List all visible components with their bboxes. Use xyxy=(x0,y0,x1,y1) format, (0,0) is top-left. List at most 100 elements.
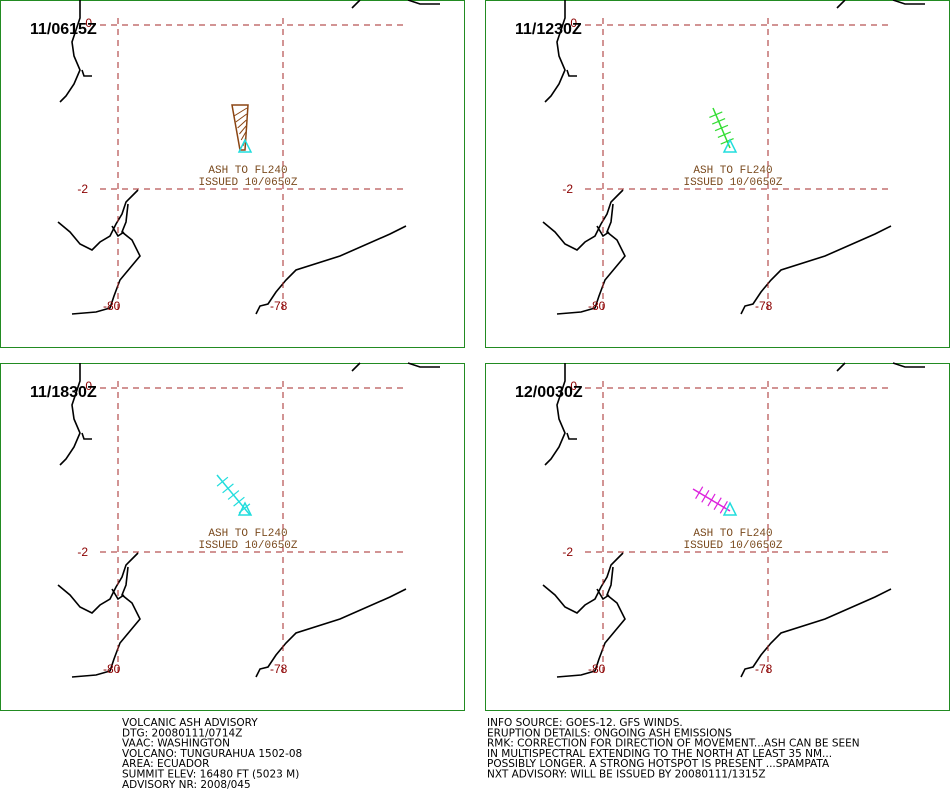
advisory-line: AREA: ECUADOR xyxy=(122,758,209,770)
lon-label: -80 xyxy=(588,662,606,676)
valid-time: 12/0030Z xyxy=(515,384,583,401)
ash-barb xyxy=(695,486,704,499)
ash-barb xyxy=(222,483,234,494)
coastline xyxy=(111,225,125,238)
coastline xyxy=(556,566,626,678)
lat-label: -2 xyxy=(77,545,88,559)
lat-label: 0 xyxy=(85,379,92,393)
lat-label: -2 xyxy=(562,545,573,559)
panel-border xyxy=(485,0,950,348)
coastline xyxy=(59,363,81,466)
ash-barb xyxy=(713,497,722,510)
advisory-line: SUMMIT ELEV: 16480 FT (5023 M) xyxy=(122,769,299,781)
lon-label: -80 xyxy=(103,662,121,676)
ash-barb xyxy=(233,496,245,507)
coastline xyxy=(351,362,361,372)
coastline xyxy=(596,225,610,238)
lat-label: -2 xyxy=(77,182,88,196)
coastline xyxy=(892,362,925,368)
coastline xyxy=(544,363,566,466)
coastline xyxy=(81,69,92,77)
ash-hatch xyxy=(235,113,247,123)
lon-label: -78 xyxy=(270,299,288,313)
ash-barb xyxy=(216,476,229,487)
lon-label: -78 xyxy=(755,299,773,313)
ash-area xyxy=(231,104,249,151)
ash-hatch xyxy=(239,125,247,135)
coastline xyxy=(740,225,892,315)
lat-label: -2 xyxy=(562,182,573,196)
coastline xyxy=(740,588,892,678)
issued-label: ISSUED 10/0650Z xyxy=(198,540,297,552)
volcano-marker xyxy=(237,501,253,516)
ash-barb xyxy=(227,490,240,500)
advisory-line: ADVISORY NR: 2008/045 xyxy=(122,779,251,791)
coastline xyxy=(351,0,361,9)
ash-label: ASH TO FL240 xyxy=(693,528,772,540)
coastline xyxy=(544,0,566,103)
coastline xyxy=(111,588,125,601)
ash-label: ASH TO FL240 xyxy=(693,165,772,177)
ash-label: ASH TO FL240 xyxy=(208,165,287,177)
ash-barb xyxy=(707,493,716,507)
coastline xyxy=(57,552,139,614)
lon-label: -80 xyxy=(103,299,121,313)
coastline xyxy=(596,588,610,601)
coastline xyxy=(892,0,925,5)
ash-hatch xyxy=(240,131,247,141)
ash-barb xyxy=(717,131,732,138)
lat-label: 0 xyxy=(570,16,577,30)
ash-hatch xyxy=(237,119,247,129)
lon-label: -78 xyxy=(755,662,773,676)
coastline xyxy=(255,588,407,678)
issued-label: ISSUED 10/0650Z xyxy=(198,177,297,189)
advisory-line: IN MULTISPECTRAL EXTENDING TO THE NORTH … xyxy=(487,748,832,760)
valid-time: 11/1230Z xyxy=(515,21,582,38)
ash-label: ASH TO FL240 xyxy=(208,528,287,540)
panel-border xyxy=(485,363,950,711)
advisory-line: VAAC: WASHINGTON xyxy=(122,738,230,750)
ash-barb xyxy=(720,138,734,145)
volcano-marker xyxy=(722,501,738,516)
ash-barb xyxy=(701,490,710,503)
advisory-line: ERUPTION DETAILS: ONGOING ASH EMISSIONS xyxy=(487,727,732,739)
advisory-line: INFO SOURCE: GOES-12. GFS WINDS. xyxy=(487,717,683,729)
coastline xyxy=(59,0,81,103)
lat-label: 0 xyxy=(85,16,92,30)
coastline xyxy=(255,225,407,315)
ash-barb xyxy=(711,118,726,125)
ash-barb xyxy=(719,501,728,514)
panel-border xyxy=(0,363,465,711)
coastline xyxy=(407,362,440,368)
lon-label: -78 xyxy=(270,662,288,676)
volcano-marker xyxy=(237,138,253,153)
advisory-line: POSSIBLY LONGER. A STRONG HOTSPOT IS PRE… xyxy=(487,758,830,770)
lat-label: 0 xyxy=(570,379,577,393)
coastline xyxy=(407,0,440,5)
coastline xyxy=(566,432,577,440)
issued-label: ISSUED 10/0650Z xyxy=(683,177,782,189)
coastline xyxy=(57,189,139,251)
ash-hatch xyxy=(233,107,248,117)
issued-label: ISSUED 10/0650Z xyxy=(683,540,782,552)
valid-time: 11/0615Z xyxy=(30,21,97,38)
coastline xyxy=(566,69,577,77)
advisory-line: DTG: 20080111/0714Z xyxy=(122,727,242,739)
coastline xyxy=(81,432,92,440)
panel-border xyxy=(0,0,465,348)
advisory-line: RMK: CORRECTION FOR DIRECTION OF MOVEMEN… xyxy=(487,738,860,750)
valid-time: 11/1830Z xyxy=(30,384,97,401)
coastline xyxy=(836,362,846,372)
ash-barb xyxy=(714,124,729,132)
coastline xyxy=(71,203,141,315)
lon-label: -80 xyxy=(588,299,606,313)
coastline xyxy=(556,203,626,315)
ash-barb xyxy=(709,111,723,118)
advisory-line: VOLCANO: TUNGURAHUA 1502-08 xyxy=(122,748,302,760)
advisory-line: VOLCANIC ASH ADVISORY xyxy=(122,717,258,729)
